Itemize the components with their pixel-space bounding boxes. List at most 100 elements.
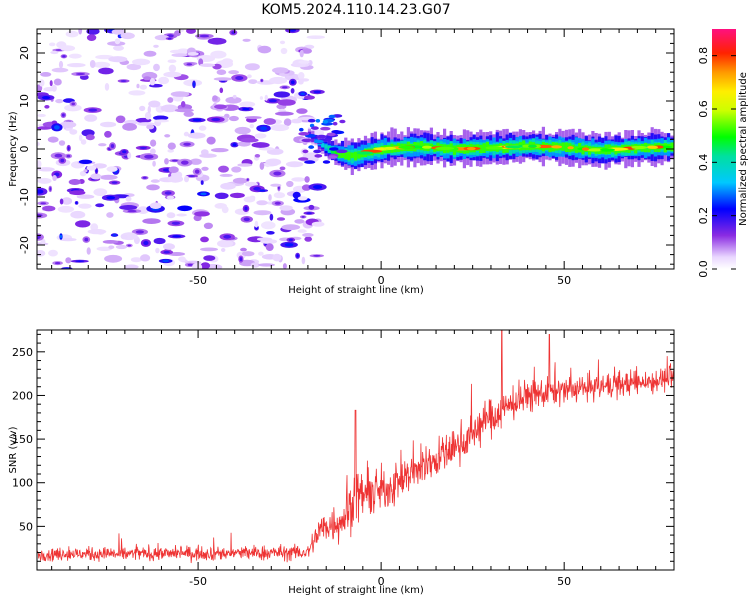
signal-peak: [398, 145, 415, 149]
noise-blob: [104, 130, 112, 138]
noise-blob: [58, 140, 66, 146]
figure-title: KOM5.2024.110.14.23.G07: [261, 2, 450, 18]
noise-blob: [297, 229, 307, 233]
noise-blob: [311, 221, 325, 227]
noise-core: [239, 257, 243, 262]
spectrogram-panel: -50 0 50 -20 -10 0 10 20 Height of straight lin…: [8, 28, 675, 296]
noise-core: [55, 262, 61, 265]
noise-core: [54, 153, 63, 158]
noise-blob: [70, 210, 86, 219]
noise-blob: [304, 176, 310, 183]
noise-core: [242, 107, 250, 111]
onset-blob: [332, 121, 338, 126]
noise-core: [106, 196, 116, 200]
noise-core: [122, 150, 127, 154]
y-tick-label: 10: [18, 94, 31, 108]
noise-blob: [270, 124, 290, 132]
noise-blob: [290, 118, 303, 124]
noise-blob: [37, 142, 40, 146]
snr-ylabel: SNR (v/v): [8, 426, 19, 473]
noise-blob: [282, 263, 287, 269]
noise-blob: [92, 163, 107, 169]
noise-blob: [86, 247, 91, 255]
noise-blob: [290, 88, 295, 94]
noise-blob: [216, 69, 227, 75]
snr-marks: [37, 330, 674, 564]
noise-blob: [140, 254, 151, 262]
noise-blob: [194, 211, 210, 217]
noise-blob: [259, 162, 265, 170]
snr-frame: [36, 329, 675, 571]
noise-blob: [242, 38, 251, 42]
noise-blob: [269, 76, 288, 85]
noise-blob: [37, 113, 46, 118]
noise-blob: [104, 83, 110, 91]
noise-blob: [206, 136, 216, 145]
noise-core: [282, 86, 288, 89]
onset-blob: [308, 145, 315, 149]
noise-blob: [150, 139, 157, 147]
noise-blob: [265, 158, 282, 166]
noise-blob: [203, 255, 216, 261]
noise-core: [111, 181, 118, 184]
noise-blob: [283, 118, 292, 126]
signal-cell: [564, 142, 569, 153]
y-tick-label: 100: [12, 477, 33, 490]
noise-blob: [232, 177, 248, 184]
noise-blob: [200, 247, 218, 252]
noise-blob: [164, 158, 169, 165]
noise-blob: [40, 238, 46, 245]
noise-blob: [302, 233, 314, 237]
noise-blob: [122, 123, 137, 131]
noise-blob: [169, 49, 184, 54]
noise-core: [163, 250, 170, 254]
colorbar-tick-label: 0.6: [697, 100, 710, 118]
signal-cell: [354, 151, 358, 161]
noise-core: [55, 49, 63, 51]
colorbar-tick-label: 0.8: [697, 47, 710, 65]
signal-cell: [574, 146, 578, 153]
signal-peak: [383, 146, 397, 150]
noise-blob: [44, 105, 50, 109]
signal-cell: [350, 152, 354, 159]
noise-core: [186, 63, 193, 66]
noise-blob: [171, 53, 188, 57]
noise-core: [164, 191, 172, 195]
noise-core: [162, 259, 170, 263]
noise-blob: [86, 34, 97, 41]
noise-blob: [166, 212, 176, 219]
noise-blob: [49, 80, 53, 87]
noise-blob: [95, 203, 105, 208]
noise-blob: [125, 196, 132, 202]
noise-core: [187, 263, 193, 266]
onset-blob: [298, 132, 310, 136]
noise-core: [247, 178, 249, 181]
noise-core: [244, 206, 248, 211]
noise-blob: [78, 159, 93, 164]
noise-core: [62, 55, 66, 58]
onset-blob: [313, 149, 322, 154]
x-tick-label: -50: [189, 575, 207, 588]
noise-blob: [68, 179, 81, 185]
noise-blob: [292, 191, 301, 199]
noise-blob: [65, 30, 79, 38]
noise-blob: [280, 47, 288, 55]
noise-blob: [166, 195, 175, 200]
noise-core: [60, 158, 65, 163]
noise-blob: [90, 173, 102, 180]
noise-blob: [147, 105, 151, 114]
noise-blob: [277, 99, 296, 106]
noise-blob: [213, 77, 233, 81]
y-tick-label: 20: [18, 46, 31, 60]
onset-blob: [307, 118, 316, 123]
noise-core: [62, 113, 65, 117]
signal-peak: [586, 148, 605, 152]
noise-blob: [144, 111, 152, 120]
noise-blob: [228, 70, 240, 75]
noise-blob: [163, 243, 175, 250]
signal-cell: [548, 143, 552, 153]
noise-core: [171, 221, 181, 225]
noise-blob: [187, 52, 199, 56]
noise-blob: [120, 32, 135, 40]
noise-blob: [98, 143, 107, 147]
